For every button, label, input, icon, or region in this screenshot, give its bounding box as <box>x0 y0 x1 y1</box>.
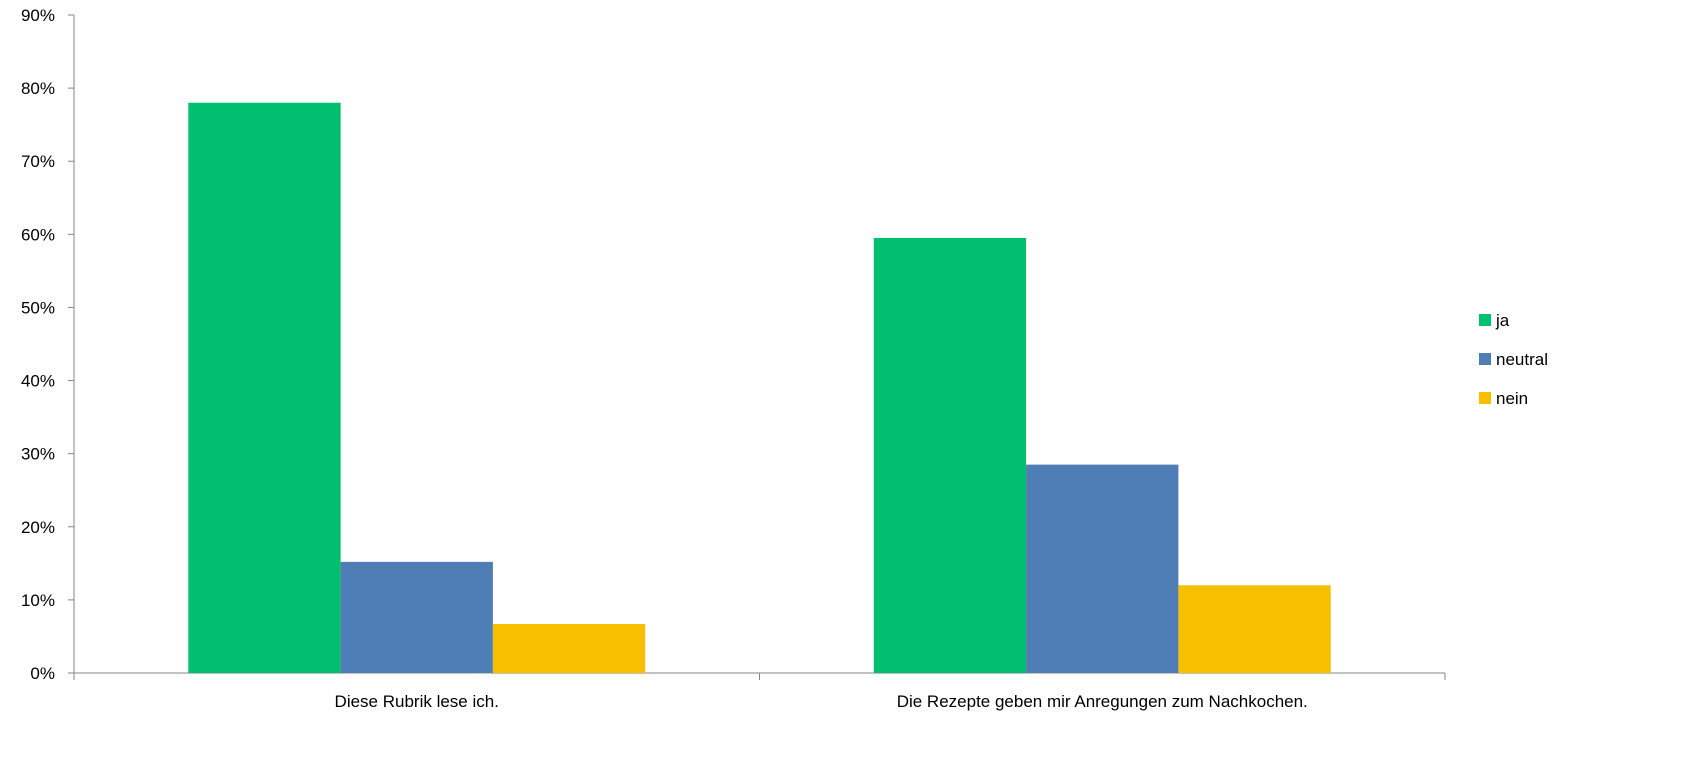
bar-neutral-1 <box>340 561 493 673</box>
bar-neutral-2 <box>1026 464 1179 673</box>
y-tick-label: 20% <box>21 518 55 537</box>
legend-swatch-nein <box>1479 392 1491 404</box>
legend: ja neutral nein <box>1479 311 1548 408</box>
y-tick-label: 50% <box>21 298 55 317</box>
bar-ja-1 <box>188 102 341 673</box>
bar-nein-1 <box>492 624 646 673</box>
y-tick-label: 70% <box>21 152 55 171</box>
bar-nein-2 <box>1178 585 1331 673</box>
bars <box>188 102 1331 673</box>
y-tick-label: 10% <box>21 591 55 610</box>
x-category-label: Diese Rubrik lese ich. <box>335 692 499 711</box>
legend-swatch-neutral <box>1479 353 1491 365</box>
y-tick-label: 30% <box>21 445 55 464</box>
legend-label-nein: nein <box>1496 389 1528 408</box>
y-tick-label: 0% <box>30 664 55 683</box>
y-tick-label: 40% <box>21 372 55 391</box>
y-tick-label: 80% <box>21 79 55 98</box>
y-tick-label: 90% <box>21 6 55 25</box>
bar-ja-2 <box>873 237 1027 673</box>
y-tick-label: 60% <box>21 225 55 244</box>
legend-label-ja: ja <box>1495 311 1510 330</box>
axis-labels: 0% 10% 20% 30% 40% 50% 60% 70% 80% 90% Diese Rubri… <box>21 6 1308 711</box>
legend-swatch-ja <box>1479 314 1491 326</box>
x-category-label: Die Rezepte geben mir Anregungen zum Nac… <box>897 692 1308 711</box>
legend-label-neutral: neutral <box>1496 350 1548 369</box>
